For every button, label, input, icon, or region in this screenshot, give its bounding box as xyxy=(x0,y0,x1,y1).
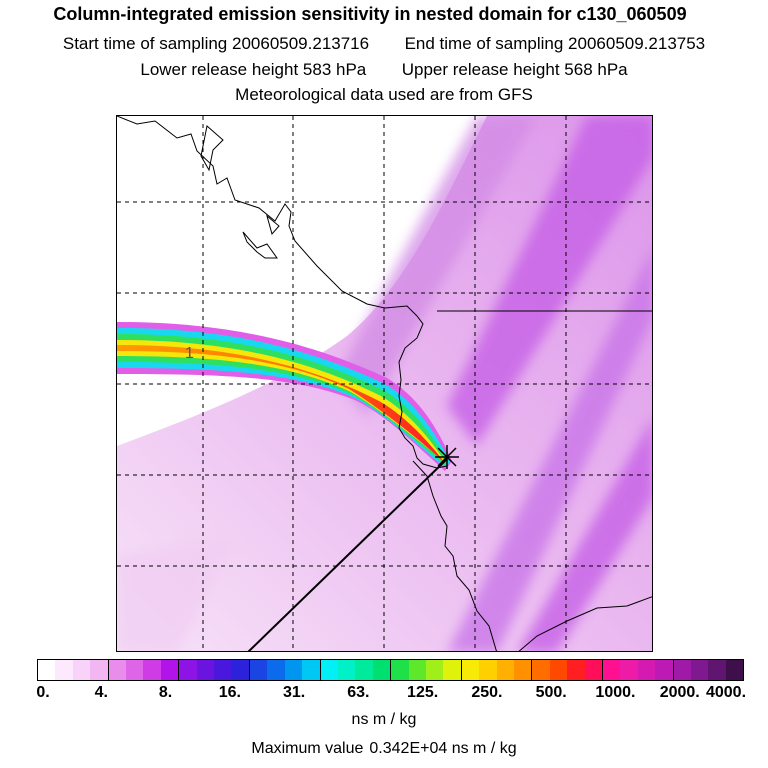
colorbar-tick-label: 8. xyxy=(158,684,173,701)
colorbar-swatch xyxy=(337,660,356,680)
map-canvas: 1 xyxy=(117,116,652,651)
colorbar-tick-label: 0. xyxy=(36,684,50,701)
colorbar-swatch xyxy=(90,660,109,680)
colorbar-swatch xyxy=(355,660,373,680)
maximum-value-line: Maximum value 0.342E+04 ns m / kg xyxy=(0,740,768,758)
colorbar-tick-label: 1000. xyxy=(595,684,636,701)
colorbar-swatch xyxy=(231,660,250,680)
start-time-label: Start time of sampling xyxy=(62,34,228,53)
colorbar-swatch xyxy=(38,660,56,680)
sensitivity-map: 1 xyxy=(116,115,653,652)
colorbar-swatch xyxy=(425,660,444,680)
release-height-line: Lower release height 583 hPa Upper relea… xyxy=(0,60,768,80)
colorbar-swatch xyxy=(673,660,692,680)
end-time-label: End time of sampling xyxy=(404,34,564,53)
colorbar-swatch xyxy=(249,660,268,680)
plume xyxy=(117,322,452,471)
coastline xyxy=(117,116,652,651)
map-grid xyxy=(117,116,652,651)
colorbar-swatch xyxy=(320,660,338,680)
colorbar-swatch xyxy=(108,660,127,680)
colorbar-swatch xyxy=(179,660,197,680)
plot-title: Column-integrated emission sensitivity i… xyxy=(53,4,687,24)
colorbar-swatch xyxy=(302,660,321,680)
lower-height-label: Lower release height xyxy=(140,60,299,79)
colorbar-swatch xyxy=(513,660,533,680)
colorbar-swatch xyxy=(691,660,709,680)
colorbar-swatch xyxy=(655,660,674,680)
colorbar-swatch xyxy=(725,660,744,680)
sampling-time-line: Start time of sampling 20060509.213716 E… xyxy=(0,34,768,54)
colorbar-swatch xyxy=(72,660,91,680)
colorbar-tick-label: 4000. xyxy=(705,684,747,701)
colorbar xyxy=(37,659,744,681)
met-data-line: Meteorological data used are from GFS xyxy=(235,85,533,104)
colorbar-swatch xyxy=(391,660,409,680)
colorbar-swatch xyxy=(143,660,161,680)
end-time-value: 20060509.213753 xyxy=(568,34,706,53)
colorbar-tick-label: 250. xyxy=(471,684,503,701)
colorbar-swatch xyxy=(637,660,656,680)
colorbar-swatch xyxy=(532,660,550,680)
colorbar-swatch xyxy=(196,660,215,680)
colorbar-swatch xyxy=(372,660,392,680)
colorbar-tick-label: 31. xyxy=(282,684,306,701)
colorbar-units: ns m / kg xyxy=(351,711,417,728)
colorbar-tick-label: 63. xyxy=(347,684,370,701)
colorbar-tick-label: 125. xyxy=(407,684,439,701)
colorbar-swatch xyxy=(214,660,232,680)
colorbar-tick-label: 2000. xyxy=(659,684,700,701)
colorbar-swatch xyxy=(496,660,514,680)
colorbar-swatch xyxy=(461,660,480,680)
plume-label: 1 xyxy=(185,345,194,362)
release-point-icon xyxy=(435,445,459,469)
colorbar-swatch xyxy=(284,660,303,680)
lower-height-value: 583 hPa xyxy=(302,60,367,79)
maximum-value: 0.342E+04 ns m / kg xyxy=(369,740,517,757)
colorbar-swatch xyxy=(620,660,638,680)
colorbar-swatch xyxy=(267,660,285,680)
flight-track xyxy=(247,458,448,651)
colorbar-swatch xyxy=(479,660,497,680)
colorbar-swatch xyxy=(443,660,462,680)
colorbar-swatch xyxy=(160,660,180,680)
upper-height-label: Upper release height xyxy=(401,60,560,79)
maximum-value-label: Maximum value xyxy=(251,740,364,757)
upper-height-value: 568 hPa xyxy=(564,60,628,79)
colorbar-swatch xyxy=(708,660,726,680)
colorbar-swatch xyxy=(126,660,144,680)
start-time-value: 20060509.213716 xyxy=(232,34,370,53)
colorbar-tick-label: 4. xyxy=(94,684,108,701)
colorbar-swatch xyxy=(603,660,621,680)
colorbar-swatch xyxy=(408,660,426,680)
colorbar-tick-label: 16. xyxy=(218,684,241,701)
plume-core xyxy=(117,345,445,463)
colorbar-swatch xyxy=(584,660,603,680)
colorbar-swatch xyxy=(567,660,585,680)
colorbar-tick-label: 500. xyxy=(535,684,567,701)
colorbar-swatch xyxy=(55,660,73,680)
colorbar-swatch xyxy=(549,660,568,680)
